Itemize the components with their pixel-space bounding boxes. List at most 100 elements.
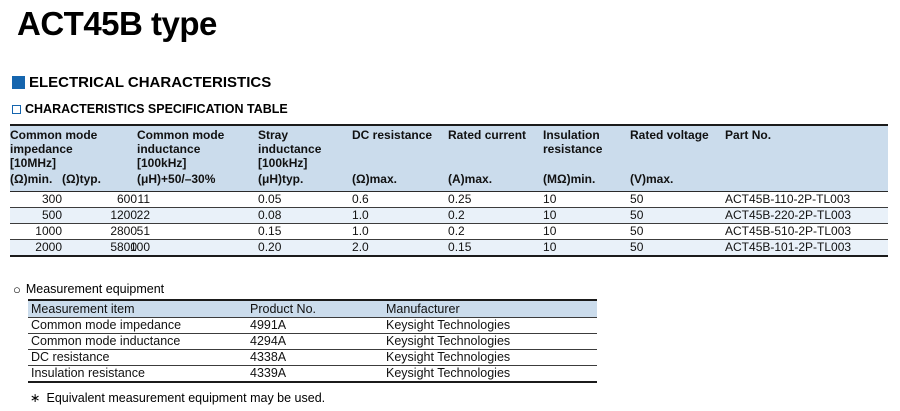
- cell-impedance-min: 1000: [10, 223, 62, 240]
- freq-empty: [448, 157, 544, 173]
- col-header-stray-inductance: Stray inductance: [258, 125, 353, 157]
- subsection-heading-spec-table: CHARACTERISTICS SPECIFICATION TABLE: [12, 102, 288, 116]
- header-unit-row: (Ω)min. (Ω)typ. (μH)+50/–30% (μH)typ. (Ω…: [10, 172, 889, 192]
- section-heading-label: ELECTRICAL CHARACTERISTICS: [29, 74, 272, 91]
- spec-table-body: 300 600 11 0.05 0.6 0.25 10 50 ACT45B-11…: [10, 191, 889, 256]
- header-name-row: Common mode impedance Common mode induct…: [10, 125, 889, 157]
- spec-table-header: Common mode impedance Common mode induct…: [10, 125, 889, 192]
- freq-stray: [100kHz]: [258, 156, 353, 173]
- header-row: Measurement item Product No. Manufacture…: [28, 300, 597, 318]
- cell-manufacturer: Keysight Technologies: [383, 333, 597, 350]
- cell-inductance: 51: [137, 223, 259, 240]
- cell-rated-voltage: 50: [630, 239, 644, 254]
- asterisk-icon: ∗: [30, 391, 41, 405]
- cell-stray: 0.05: [258, 191, 353, 208]
- header-frequency-row: [10MHz] [100kHz] [100kHz]: [10, 156, 889, 173]
- cell-inductance-value: 100: [129, 239, 151, 254]
- cell-part-no: ACT45B-510-2P-TL003: [725, 223, 889, 240]
- cell-manufacturer: Keysight Technologies: [383, 349, 597, 366]
- cell-manufacturer: Keysight Technologies: [383, 317, 597, 334]
- cell-inductance: 22: [137, 207, 259, 224]
- page-title: ACT45B type: [17, 5, 217, 42]
- freq-empty: [543, 157, 631, 173]
- unit-inductance: (μH)+50/–30%: [137, 172, 259, 192]
- freq-empty: [725, 157, 889, 173]
- table-row: 2000 5800 100 0.20 2.0 0.15 10 50 ACT45B…: [10, 239, 889, 256]
- cell-dc-resistance: 0.6: [352, 191, 449, 208]
- cell-rated-current: 0.15: [448, 239, 472, 254]
- col-header-common-mode-impedance: Common mode impedance: [10, 125, 138, 157]
- cell-impedance-typ: 600: [62, 191, 138, 208]
- cell-impedance-typ: 2800: [62, 223, 138, 240]
- cell-measurement-item: DC resistance: [28, 349, 247, 366]
- col-header-product-no: Product No.: [247, 300, 383, 318]
- cell-product-no: 4339A: [250, 366, 287, 380]
- cell-measurement-item: Common mode impedance: [28, 317, 247, 334]
- unit-empty: [725, 173, 889, 192]
- unit-stray: (μH)typ.: [258, 172, 353, 192]
- freq-empty: [352, 157, 449, 173]
- table-row: Common mode inductance 4294A Keysight Te…: [28, 333, 597, 350]
- section-marker-icon: [12, 76, 25, 89]
- cell-manufacturer: Keysight Technologies: [386, 366, 511, 380]
- measurement-equipment-label: ○ Measurement equipment: [13, 282, 164, 296]
- unit-rated-current: (A)max.: [448, 172, 544, 192]
- cell-inductance: 11: [137, 191, 259, 208]
- freq-impedance: [10MHz]: [10, 156, 138, 173]
- cell-measurement-item: Insulation resistance: [31, 366, 145, 380]
- section-heading-electrical: ELECTRICAL CHARACTERISTICS: [12, 74, 271, 91]
- cell-impedance-typ: 1200: [62, 207, 138, 224]
- col-header-part-no: Part No.: [725, 125, 889, 157]
- col-header-common-mode-inductance: Common mode inductance: [137, 125, 259, 157]
- cell-stray: 0.20: [258, 239, 282, 254]
- subsection-heading-label: CHARACTERISTICS SPECIFICATION TABLE: [25, 102, 288, 116]
- table-row: Insulation resistance 4339A Keysight Tec…: [28, 366, 597, 383]
- cell-rated-voltage: 50: [630, 223, 726, 240]
- circle-bullet-icon: ○: [13, 281, 21, 297]
- cell-rated-current: 0.25: [448, 191, 544, 208]
- cell-product-no: 4991A: [247, 317, 383, 334]
- equipment-note: ∗ Equivalent measurement equipment may be…: [30, 390, 325, 405]
- cell-inductance-value: 51: [136, 223, 151, 238]
- cell-rated-voltage: 50: [630, 207, 726, 224]
- equipment-note-text: Equivalent measurement equipment may be …: [46, 391, 326, 405]
- unit-impedance-min: (Ω)min.: [10, 172, 62, 192]
- freq-inductance: [100kHz]: [137, 156, 259, 173]
- unit-insulation: (MΩ)min.: [543, 172, 631, 192]
- unit-rated-voltage: (V)max.: [630, 172, 726, 192]
- table-row: 300 600 11 0.05 0.6 0.25 10 50 ACT45B-11…: [10, 191, 889, 208]
- cell-insulation: 10: [543, 239, 557, 254]
- cell-dc-resistance: 1.0: [352, 207, 449, 224]
- cell-rated-current: 0.2: [448, 207, 544, 224]
- measurement-equipment-text: Measurement equipment: [25, 282, 165, 296]
- cell-impedance-min: 2000: [35, 239, 62, 254]
- table-row: 500 1200 22 0.08 1.0 0.2 10 50 ACT45B-22…: [10, 207, 889, 224]
- col-header-insulation-resistance: Insulation resistance: [543, 125, 631, 157]
- cell-rated-current: 0.2: [448, 223, 544, 240]
- cell-stray: 0.08: [258, 207, 353, 224]
- cell-part-no: ACT45B-220-2P-TL003: [725, 207, 889, 224]
- cell-inductance-value: 11: [137, 191, 151, 206]
- cell-part-no: ACT45B-101-2P-TL003: [725, 239, 852, 254]
- measurement-equipment-table: Measurement item Product No. Manufacture…: [28, 299, 597, 383]
- table-row: Common mode impedance 4991A Keysight Tec…: [28, 317, 597, 334]
- measurement-table-header: Measurement item Product No. Manufacture…: [28, 300, 597, 318]
- cell-inductance: 100: [130, 239, 258, 256]
- cell-insulation: 10: [543, 223, 631, 240]
- unit-dc-resistance: (Ω)max.: [352, 172, 449, 192]
- unit-impedance-typ: (Ω)typ.: [62, 172, 138, 192]
- cell-impedance-typ: 5800: [110, 239, 138, 254]
- measurement-table-body: Common mode impedance 4991A Keysight Tec…: [28, 317, 597, 383]
- table-row: DC resistance 4338A Keysight Technologie…: [28, 349, 597, 366]
- cell-rated-voltage: 50: [630, 191, 726, 208]
- cell-insulation: 10: [543, 191, 631, 208]
- cell-product-no: 4338A: [247, 349, 383, 366]
- cell-part-no: ACT45B-110-2P-TL003: [725, 191, 889, 208]
- cell-impedance-min: 300: [10, 191, 62, 208]
- subsection-marker-icon: [12, 104, 21, 114]
- table-row: 1000 2800 51 0.15 1.0 0.2 10 50 ACT45B-5…: [10, 223, 889, 240]
- cell-insulation: 10: [543, 207, 631, 224]
- freq-empty: [630, 157, 726, 173]
- cell-inductance-value: 22: [136, 207, 151, 222]
